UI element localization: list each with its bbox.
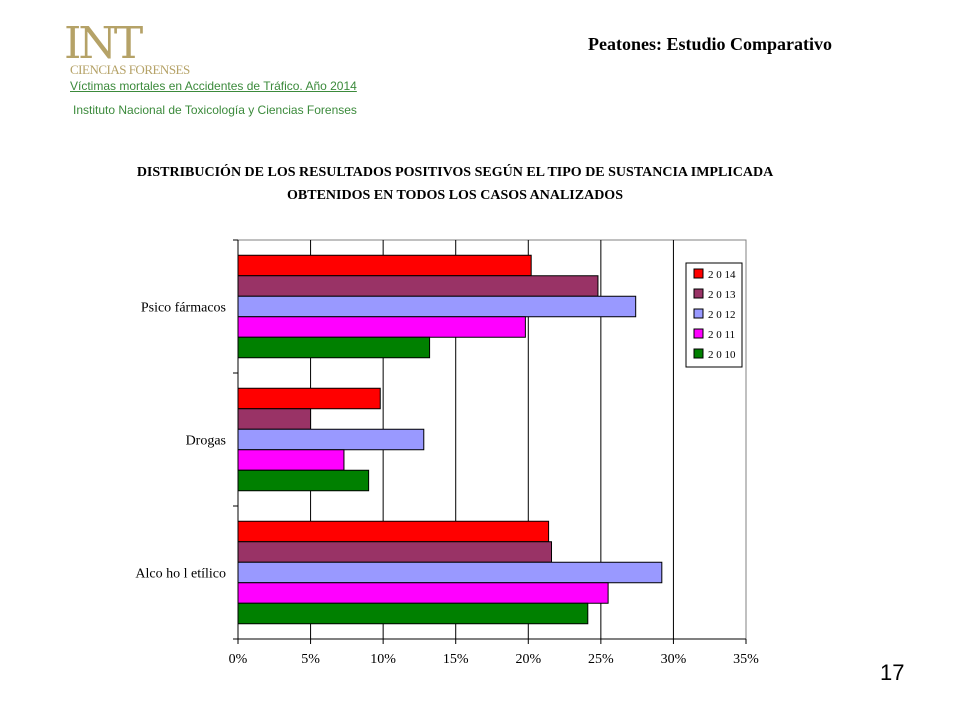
legend-swatch	[693, 328, 704, 339]
category-label: Psico fármacos	[141, 301, 226, 316]
bar	[237, 541, 553, 563]
bar	[237, 316, 526, 338]
bar	[237, 254, 532, 277]
x-tick-label: 10%	[370, 652, 396, 667]
bar	[237, 387, 381, 410]
legend-label: 2 0 11	[708, 329, 735, 341]
legend-swatch	[693, 348, 704, 359]
bar	[237, 469, 370, 492]
category-label: Alco ho l etílico	[135, 567, 226, 582]
bar	[237, 428, 425, 451]
legend-label: 2 0 10	[708, 349, 736, 361]
legend-swatch	[693, 288, 704, 299]
bar	[237, 582, 609, 604]
x-tick-label: 15%	[443, 652, 469, 667]
legend-swatch	[693, 308, 704, 319]
bar	[237, 520, 550, 543]
category-label: Drogas	[186, 434, 226, 449]
bar	[237, 561, 663, 584]
x-tick-label: 25%	[588, 652, 614, 667]
bar	[237, 336, 431, 359]
x-tick-label: 30%	[661, 652, 687, 667]
bar	[237, 602, 589, 625]
legend-label: 2 0 13	[708, 289, 736, 301]
institute-name: Instituto Nacional de Toxicología y Cien…	[73, 103, 357, 117]
bar	[237, 295, 637, 318]
bar	[237, 408, 312, 430]
x-tick-label: 35%	[733, 652, 759, 667]
bar	[237, 449, 345, 471]
logo-letters: INT	[64, 18, 143, 69]
bar	[237, 275, 599, 297]
chart-title-line1: DISTRIBUCIÓN DE LOS RESULTADOS POSITIVOS…	[136, 165, 774, 180]
page-number: 17	[880, 660, 905, 685]
chart-title-line2: OBTENIDOS EN TODOS LOS CASOS ANALIZADOS	[287, 188, 623, 203]
legend-swatch	[693, 268, 704, 279]
x-tick-label: 5%	[301, 652, 320, 667]
int-logo: INT CIENCIAS FORENSES	[64, 18, 190, 80]
report-link[interactable]: Víctimas mortales en Accidentes de Tráfi…	[70, 79, 357, 93]
x-tick-label: 20%	[515, 652, 541, 667]
legend-label: 2 0 14	[708, 269, 736, 281]
logo-subtitle: CIENCIAS FORENSES	[70, 62, 190, 77]
page-title: Peatones: Estudio Comparativo	[588, 34, 832, 54]
legend-label: 2 0 12	[708, 309, 736, 321]
x-tick-label: 0%	[229, 652, 248, 667]
